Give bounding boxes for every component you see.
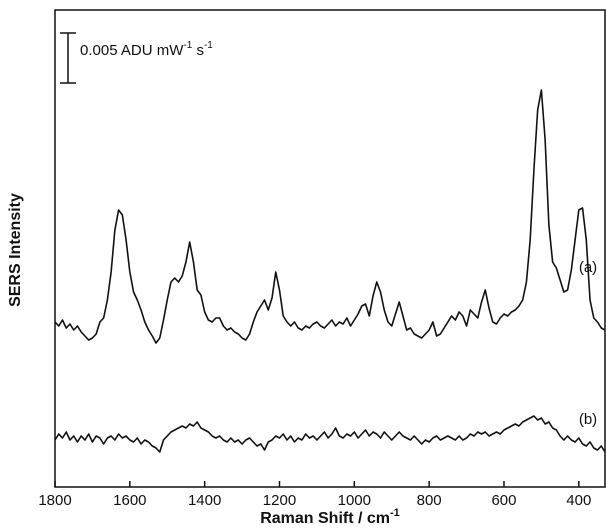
spectrum-line <box>54 89 606 344</box>
plot-frame <box>54 9 606 488</box>
x-tick-label: 1200 <box>263 492 296 509</box>
x-tick-label: 400 <box>566 492 591 509</box>
spectrum-line <box>54 415 606 453</box>
x-tick-label: 1000 <box>338 492 371 509</box>
x-tick-label: 800 <box>417 492 442 509</box>
scale-bar-exp: -1 <box>204 40 213 51</box>
series-label: (a) <box>579 259 597 276</box>
scale-bar-exp: -1 <box>183 40 192 51</box>
x-axis-label-text: Raman Shift / cm <box>260 510 390 527</box>
scale-bar-text: s <box>192 42 204 59</box>
x-tick-label: 1800 <box>38 492 71 509</box>
scale-bar-label: 0.005 ADU mW-1 s-1 <box>80 40 213 59</box>
y-axis-label: SERS Intensity <box>7 193 24 307</box>
x-tick-label: 600 <box>491 492 516 509</box>
x-tick-label: 1600 <box>113 492 146 509</box>
x-tick-label: 1400 <box>188 492 221 509</box>
x-axis-label-exp: -1 <box>390 507 400 519</box>
scale-bar-text: 0.005 ADU mW <box>80 42 184 59</box>
series-label: (b) <box>579 411 597 428</box>
x-axis-label: Raman Shift / cm-1 <box>260 507 400 527</box>
